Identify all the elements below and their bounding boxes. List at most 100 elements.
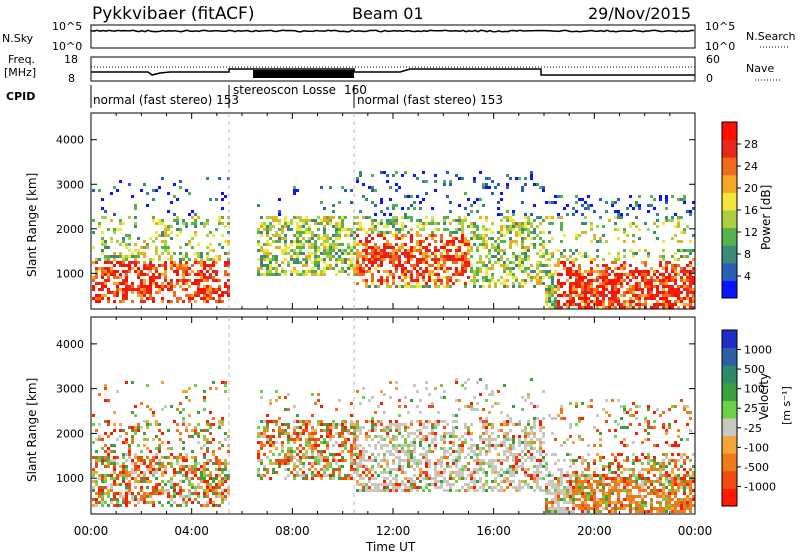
echo-cell	[170, 258, 173, 261]
echo-cell	[533, 219, 536, 222]
echo-cell	[206, 276, 209, 279]
echo-cell	[398, 261, 401, 264]
echo-cell	[587, 507, 590, 510]
echo-cell	[446, 249, 449, 252]
echo-cell	[119, 471, 122, 474]
echo-cell	[152, 282, 155, 285]
echo-cell	[578, 435, 581, 438]
echo-cell	[446, 195, 449, 198]
echo-cell	[200, 477, 203, 480]
echo-cell	[197, 216, 200, 219]
echo-cell	[464, 489, 467, 492]
echo-cell	[212, 297, 215, 300]
echo-cell	[269, 222, 272, 225]
echo-cell	[467, 246, 470, 249]
echo-cell	[482, 261, 485, 264]
echo-cell	[344, 477, 347, 480]
echo-cell	[482, 228, 485, 231]
echo-cell	[197, 282, 200, 285]
echo-cell	[107, 258, 110, 261]
echo-cell	[95, 483, 98, 486]
echo-cell	[299, 231, 302, 234]
echo-cell	[503, 234, 506, 237]
echo-cell	[440, 237, 443, 240]
echo-cell	[647, 288, 650, 291]
echo-cell	[284, 462, 287, 465]
echo-cell	[272, 255, 275, 258]
echo-cell	[338, 435, 341, 438]
echo-cell	[146, 447, 149, 450]
echo-cell	[338, 255, 341, 258]
echo-cell	[446, 285, 449, 288]
echo-cell	[470, 480, 473, 483]
echo-cell	[434, 480, 437, 483]
echo-cell	[491, 276, 494, 279]
echo-cell	[305, 270, 308, 273]
echo-cell	[401, 267, 404, 270]
echo-cell	[332, 420, 335, 423]
echo-cell	[371, 279, 374, 282]
echo-cell	[176, 471, 179, 474]
echo-cell	[104, 459, 107, 462]
echo-cell	[527, 228, 530, 231]
echo-cell	[554, 291, 557, 294]
echo-cell	[116, 228, 119, 231]
echo-cell	[509, 228, 512, 231]
echo-cell	[338, 231, 341, 234]
echo-cell	[212, 462, 215, 465]
echo-cell	[362, 216, 365, 219]
echo-cell	[593, 501, 596, 504]
echo-cell	[446, 456, 449, 459]
echo-cell	[410, 465, 413, 468]
echo-cell	[224, 462, 227, 465]
echo-cell	[596, 288, 599, 291]
echo-cell	[284, 240, 287, 243]
echo-cell	[275, 390, 278, 393]
echo-cell	[440, 456, 443, 459]
echo-cell	[599, 477, 602, 480]
echo-cell	[458, 447, 461, 450]
echo-cell	[101, 249, 104, 252]
echo-cell	[488, 186, 491, 189]
echo-cell	[146, 501, 149, 504]
echo-cell	[263, 249, 266, 252]
echo-cell	[404, 255, 407, 258]
echo-cell	[620, 303, 623, 306]
echo-cell	[443, 480, 446, 483]
echo-cell	[203, 438, 206, 441]
echo-cell	[500, 489, 503, 492]
echo-cell	[185, 282, 188, 285]
echo-cell	[158, 468, 161, 471]
echo-cell	[116, 240, 119, 243]
echo-cell	[209, 267, 212, 270]
echo-cell	[302, 243, 305, 246]
echo-cell	[494, 261, 497, 264]
echo-cell	[350, 453, 353, 456]
echo-cell	[527, 423, 530, 426]
echo-cell	[344, 447, 347, 450]
echo-cell	[329, 255, 332, 258]
echo-cell	[392, 447, 395, 450]
echo-cell	[377, 222, 380, 225]
echo-cell	[551, 291, 554, 294]
echo-cell	[137, 261, 140, 264]
echo-cell	[269, 435, 272, 438]
echo-cell	[404, 261, 407, 264]
echo-cell	[620, 294, 623, 297]
echo-cell	[506, 447, 509, 450]
echo-cell	[389, 243, 392, 246]
echo-cell	[554, 492, 557, 495]
echo-cell	[359, 255, 362, 258]
echo-cell	[614, 216, 617, 219]
echo-cell	[485, 183, 488, 186]
echo-cell	[125, 489, 128, 492]
echo-cell	[344, 189, 347, 192]
echo-cell	[395, 243, 398, 246]
echo-cell	[584, 507, 587, 510]
echo-cell	[143, 255, 146, 258]
echo-cell	[578, 234, 581, 237]
echo-cell	[479, 417, 482, 420]
echo-cell	[518, 453, 521, 456]
echo-cell	[374, 252, 377, 255]
echo-cell	[671, 303, 674, 306]
